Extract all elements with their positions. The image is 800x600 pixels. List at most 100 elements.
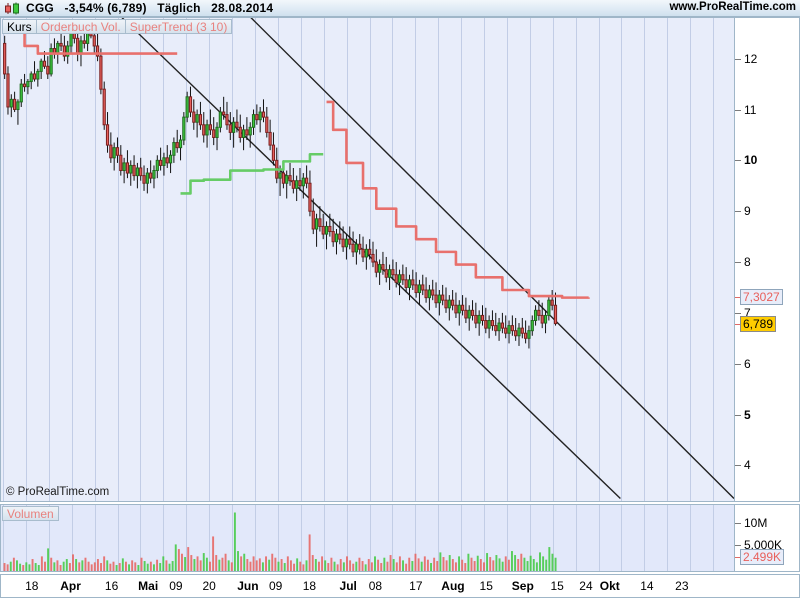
price-tick-12	[735, 58, 741, 60]
volume-bar	[327, 563, 330, 571]
volume-bar	[156, 559, 159, 571]
volume-bar	[181, 553, 183, 571]
volume-bar	[532, 559, 535, 571]
volume-bar	[498, 558, 501, 571]
volume-bar	[277, 561, 280, 571]
volume-bar	[535, 562, 538, 571]
date-axis-label: Mai	[138, 579, 159, 593]
volume-axis-label: 10M	[744, 516, 768, 530]
volume-bar	[289, 560, 292, 571]
title-bar-text: CGG -3,54% (6,789) Täglich 28.08.2014	[26, 1, 280, 15]
volume-bar	[346, 556, 348, 571]
volume-bar	[317, 561, 320, 571]
date-label: 28.08.2014	[211, 1, 274, 15]
volume-bar	[374, 556, 376, 571]
volume-bar	[53, 562, 56, 571]
volume-bar	[152, 564, 155, 571]
price-axis[interactable]: 12 11 10 9 8 7 6 5 4 7,3027 6,789	[735, 17, 800, 502]
volume-bar	[209, 561, 211, 571]
volume-bar	[551, 553, 554, 571]
volume-bar	[96, 559, 99, 571]
price-gridlines	[3, 18, 714, 501]
volume-bar	[56, 560, 59, 571]
volume-bar	[514, 555, 517, 571]
volume-bar	[75, 559, 78, 571]
last-price-label: 6,789	[740, 315, 777, 332]
volume-bar	[124, 561, 127, 571]
volume-bar	[442, 557, 445, 571]
volume-bar	[177, 549, 180, 571]
symbol-label: CGG	[26, 1, 54, 15]
volume-bar	[507, 559, 510, 571]
volume-last-label: 2.499K	[740, 549, 785, 565]
volume-bar	[311, 555, 314, 571]
volume-bar	[81, 560, 84, 571]
volume-bar	[501, 561, 504, 571]
volume-bar	[224, 553, 227, 571]
date-axis-label: 15	[550, 579, 564, 593]
volume-bar	[467, 553, 470, 571]
supertrend-value-label: 7,3027	[740, 289, 783, 306]
candlestick-icon	[5, 2, 19, 15]
volume-bar	[93, 562, 96, 571]
tab-supertrend[interactable]: SuperTrend (3 10)	[125, 19, 233, 34]
date-axis-label: Apr	[60, 579, 81, 593]
volume-bar	[367, 559, 370, 571]
price-tick-5	[735, 414, 741, 416]
supertrend-line	[4, 25, 590, 299]
date-axis-label: Sep	[511, 579, 534, 593]
volume-bar	[280, 559, 283, 571]
volume-bar	[184, 557, 187, 571]
volume-bar	[495, 555, 498, 571]
volume-bar	[517, 559, 520, 571]
volume-bar	[342, 562, 345, 571]
volume-bar	[526, 561, 529, 571]
volume-bar	[212, 536, 215, 571]
date-axis-label: 09	[268, 579, 283, 593]
volume-bar	[233, 512, 236, 571]
volume-bar	[143, 561, 146, 571]
date-axis-label: 20	[202, 579, 216, 593]
volume-bar	[165, 560, 168, 571]
volume-bar	[109, 563, 112, 571]
volume-bar	[439, 552, 442, 571]
volume-bar	[380, 563, 383, 571]
volume-axis[interactable]: 10M 5.000K 2.499K	[735, 504, 800, 572]
volume-bar	[358, 557, 361, 571]
price-panel[interactable]: Kurs Orderbuch Vol. SuperTrend (3 10) © …	[0, 17, 735, 502]
date-axis[interactable]: 18 Apr 16 Mai 09 20 Jun 09 18 Jul 08 17 Aug 15 Sep 15 24…	[0, 574, 800, 598]
volume-bar	[408, 557, 411, 571]
volume-bar	[364, 564, 367, 571]
date-axis-label: 17	[409, 579, 423, 593]
volume-tick	[735, 523, 741, 524]
volume-bar	[433, 557, 436, 571]
volume-bar	[352, 563, 355, 571]
volume-bar	[16, 560, 18, 571]
price-axis-label: 11	[744, 102, 757, 117]
volume-bar	[336, 564, 339, 571]
volume-bar	[445, 560, 448, 571]
volume-panel[interactable]: Volumen	[0, 504, 735, 572]
volume-bar	[470, 557, 473, 571]
tab-orderbuch-vol[interactable]: Orderbuch Vol.	[36, 19, 126, 34]
volume-bar	[554, 557, 557, 571]
volume-bar	[44, 561, 46, 571]
volume-bar	[261, 562, 264, 571]
tab-volumen[interactable]: Volumen	[2, 506, 59, 521]
volume-bar	[205, 557, 208, 571]
volume-bar	[112, 561, 115, 571]
volume-bar	[6, 564, 9, 571]
price-axis-label: 7	[744, 305, 751, 320]
volume-bar	[31, 559, 34, 571]
volume-bar	[461, 559, 464, 571]
volume-bar	[237, 551, 239, 571]
volume-bar	[78, 562, 81, 571]
volume-bar	[458, 556, 461, 571]
volume-bar	[489, 557, 492, 571]
tab-kurs[interactable]: Kurs	[2, 19, 37, 34]
candlestick-series	[3, 20, 558, 349]
volume-bar	[539, 552, 541, 571]
volume-bar	[383, 557, 386, 571]
volume-bar	[454, 562, 457, 571]
